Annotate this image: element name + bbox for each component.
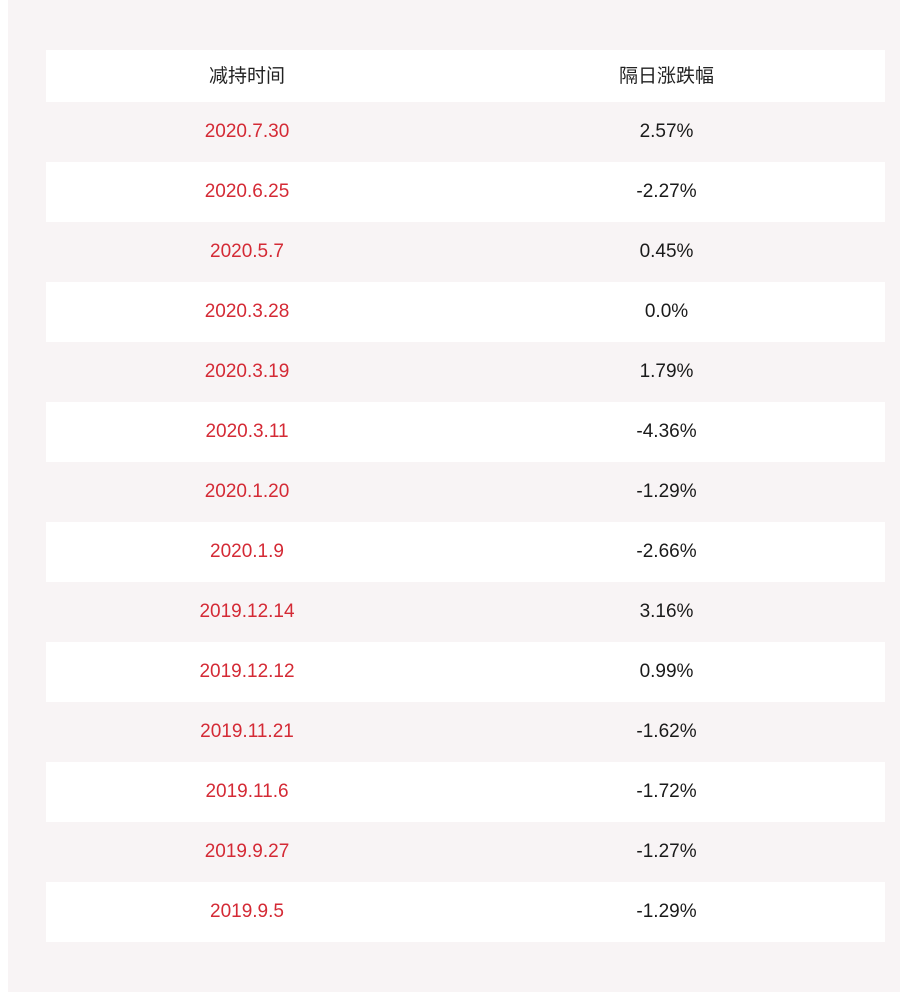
- table-row: 2020.6.25 -2.27%: [46, 162, 885, 222]
- change-cell: -4.36%: [636, 421, 697, 442]
- table-body: 2020.7.30 2.57% 2020.6.25 -2.27% 2020.5.7 0.4…: [46, 102, 885, 942]
- change-cell: -1.62%: [636, 721, 697, 742]
- table-header: 减持时间 隔日涨跌幅: [46, 50, 885, 102]
- table-panel: 减持时间 隔日涨跌幅 2020.7.30 2.57% 2020.6.25 -2.27%…: [8, 0, 900, 992]
- change-cell: 0.0%: [644, 301, 689, 322]
- change-cell: -2.27%: [636, 181, 697, 202]
- change-cell: -1.29%: [636, 481, 697, 502]
- date-cell: 2020.7.30: [204, 121, 290, 142]
- date-cell: 2020.6.25: [204, 181, 290, 202]
- table-row: 2020.3.19 1.79%: [46, 342, 885, 402]
- table-row: 2019.12.12 0.99%: [46, 642, 885, 702]
- reduction-table: 减持时间 隔日涨跌幅 2020.7.30 2.57% 2020.6.25 -2.27%…: [46, 50, 885, 942]
- date-cell: 2020.3.11: [205, 421, 289, 442]
- table-row: 2020.5.7 0.45%: [46, 222, 885, 282]
- change-cell: 2.57%: [639, 121, 694, 142]
- date-cell: 2019.12.12: [199, 661, 295, 682]
- table-row: 2019.9.5 -1.29%: [46, 882, 885, 942]
- change-cell: -1.72%: [636, 781, 697, 802]
- change-cell: -1.27%: [636, 841, 697, 862]
- change-cell: 1.79%: [639, 361, 694, 382]
- header-date: 减持时间: [208, 65, 285, 87]
- change-cell: 3.16%: [639, 601, 694, 622]
- date-cell: 2020.1.9: [210, 541, 284, 562]
- change-cell: -2.66%: [636, 541, 697, 562]
- date-cell: 2020.1.20: [204, 481, 290, 502]
- table-row: 2020.7.30 2.57%: [46, 102, 885, 162]
- table-row: 2020.3.11 -4.36%: [46, 402, 885, 462]
- date-cell: 2019.9.5: [210, 901, 284, 922]
- date-cell: 2020.5.7: [210, 241, 284, 262]
- date-cell: 2019.12.14: [199, 601, 295, 622]
- table-row: 2020.3.28 0.0%: [46, 282, 885, 342]
- change-cell: 0.45%: [639, 241, 694, 262]
- table-row: 2020.1.9 -2.66%: [46, 522, 885, 582]
- date-cell: 2019.11.6: [205, 781, 289, 802]
- table-row: 2019.9.27 -1.27%: [46, 822, 885, 882]
- header-change: 隔日涨跌幅: [618, 65, 714, 87]
- date-cell: 2020.3.28: [204, 301, 290, 322]
- date-cell: 2019.11.21: [200, 721, 294, 742]
- table-row: 2019.11.21 -1.62%: [46, 702, 885, 762]
- table-row: 2020.1.20 -1.29%: [46, 462, 885, 522]
- change-cell: -1.29%: [636, 901, 697, 922]
- date-cell: 2020.3.19: [204, 361, 290, 382]
- table-row: 2019.11.6 -1.72%: [46, 762, 885, 822]
- date-cell: 2019.9.27: [204, 841, 290, 862]
- change-cell: 0.99%: [639, 661, 694, 682]
- table-row: 2019.12.14 3.16%: [46, 582, 885, 642]
